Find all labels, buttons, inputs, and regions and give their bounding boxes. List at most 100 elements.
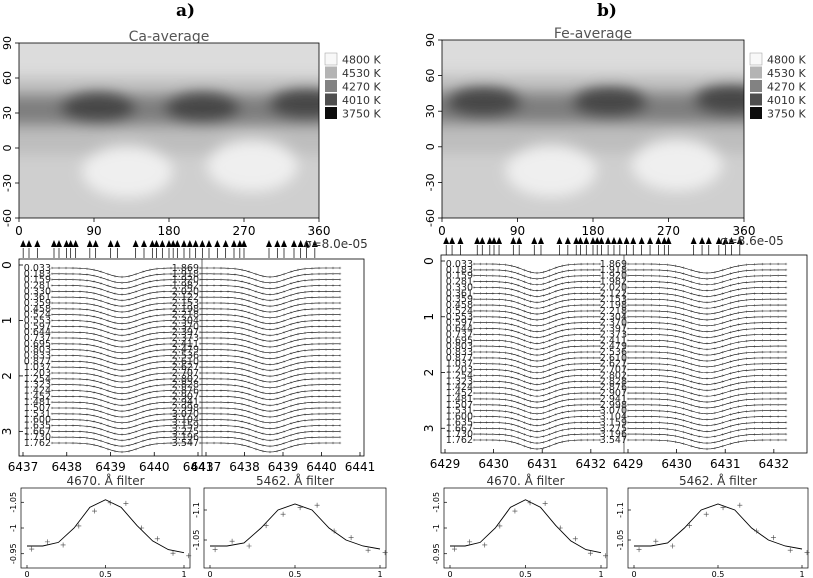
profile-marker [705, 377, 709, 380]
profile-marker [784, 356, 788, 360]
profile-marker [57, 383, 61, 386]
profile-marker [190, 348, 194, 351]
profile-marker [491, 345, 495, 348]
profile-marker [134, 360, 138, 363]
profile-marker [761, 380, 764, 383]
line-profile [474, 398, 600, 409]
profile-marker [535, 283, 539, 286]
profile-marker [516, 389, 520, 393]
phase-arrow [510, 237, 517, 244]
profile-marker [233, 285, 237, 288]
light-curve-title: 4670. Å filter [486, 473, 564, 488]
profile-marker [737, 370, 740, 373]
profile-marker [498, 362, 501, 366]
profile-marker [737, 417, 740, 420]
profile-marker [729, 354, 732, 357]
profile-marker [282, 372, 286, 375]
profile-marker [92, 338, 96, 342]
profile-marker [485, 309, 488, 313]
phase-arrow [655, 237, 662, 244]
profile-marker [275, 420, 279, 424]
profile-marker [50, 295, 54, 299]
profile-marker [650, 280, 653, 283]
profile-marker [634, 286, 638, 289]
profile-marker [219, 406, 223, 410]
profile-marker [721, 345, 724, 348]
profile-marker [226, 272, 230, 276]
map-x-tick-label: 0 [15, 224, 23, 238]
profile-marker [183, 336, 187, 340]
profile-marker [282, 319, 286, 322]
profile-x-tick-label: 6431 [527, 457, 558, 471]
profile-marker [162, 401, 166, 404]
profile-marker [690, 421, 693, 424]
phase-label: 2.122 [172, 292, 199, 303]
profile-marker [697, 411, 701, 415]
profile-marker [491, 380, 495, 383]
profile-marker [134, 278, 138, 282]
phase-arrow [199, 240, 206, 247]
profile-marker [561, 382, 564, 385]
profile-marker [674, 387, 677, 391]
profile-marker [535, 430, 539, 433]
profile-marker [690, 292, 693, 295]
profile-marker [510, 440, 513, 444]
profile-marker [650, 397, 653, 401]
phase-label: 3.275 [172, 426, 199, 437]
observation-point [720, 505, 726, 511]
profile-marker [289, 404, 293, 408]
observation-point [170, 550, 176, 556]
profile-marker [162, 424, 166, 427]
profile-marker [134, 412, 138, 416]
profile-marker [92, 303, 96, 307]
profile-marker [338, 307, 342, 311]
profile-marker [479, 327, 482, 330]
profile-marker [240, 338, 244, 342]
profile-marker [50, 266, 54, 270]
profile-marker [498, 351, 501, 354]
profile-marker [338, 313, 342, 316]
profile-marker [472, 403, 476, 407]
profile-marker [71, 430, 75, 433]
map-y-tick-label: 90 [1, 36, 14, 50]
profile-marker [573, 415, 576, 419]
profile-marker [268, 369, 272, 372]
profile-marker [548, 415, 551, 418]
profile-marker [317, 301, 321, 305]
phase-label: 0.033 [24, 263, 51, 274]
profile-marker [650, 321, 653, 324]
profile-marker [523, 309, 526, 313]
profile-marker [162, 430, 166, 433]
profile-marker [491, 391, 495, 395]
phase-label: 1.600 [24, 415, 51, 426]
polar-cap [19, 43, 319, 78]
profile-marker [535, 447, 539, 451]
profile-marker [776, 438, 780, 442]
profile-marker [176, 360, 180, 363]
profile-marker [650, 274, 653, 278]
profile-marker [205, 360, 209, 363]
profile-marker [573, 362, 576, 366]
profile-marker [141, 363, 145, 367]
profile-marker [85, 419, 89, 422]
profile-marker [548, 380, 551, 383]
profile-marker [317, 406, 321, 410]
profile-marker [666, 310, 669, 313]
profile-marker [78, 395, 82, 398]
profile-marker [71, 395, 75, 398]
profile-marker [504, 375, 507, 378]
profile-marker [92, 373, 96, 377]
profile-marker [331, 266, 335, 270]
profile-marker [85, 314, 89, 317]
profile-marker [226, 418, 230, 422]
profile-marker [729, 272, 732, 275]
profile-marker [784, 286, 788, 289]
profile-marker [324, 313, 328, 316]
profile-marker [650, 298, 653, 301]
profile-marker [567, 416, 570, 419]
panel-b-tag: b) [597, 1, 617, 21]
phase-label: 0.597 [446, 318, 473, 329]
profile-marker [658, 439, 661, 442]
profile-marker [529, 341, 532, 344]
